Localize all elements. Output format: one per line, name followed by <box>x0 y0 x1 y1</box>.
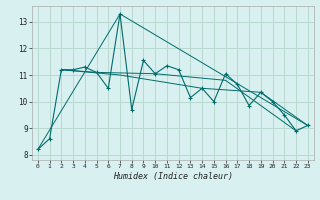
X-axis label: Humidex (Indice chaleur): Humidex (Indice chaleur) <box>113 172 233 181</box>
